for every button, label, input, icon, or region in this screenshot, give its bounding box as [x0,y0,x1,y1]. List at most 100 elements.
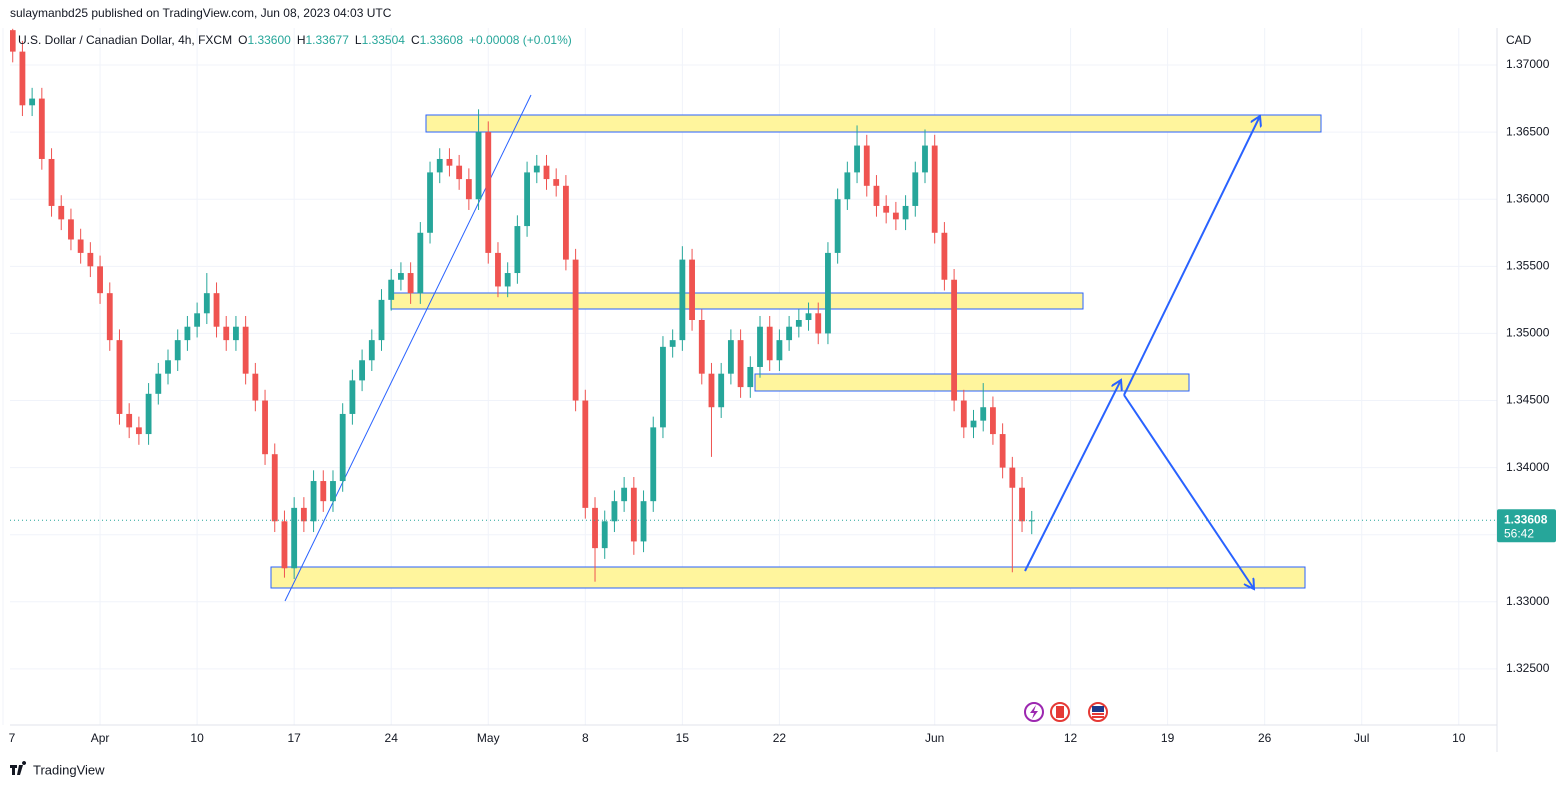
candle-body [990,407,996,435]
candle-body [417,232,424,294]
change: +0.00008 (+0.01%) [469,33,572,47]
y-tick-label: 1.35000 [1506,326,1550,340]
y-tick-label: 1.34500 [1506,393,1550,407]
candle-body [242,326,249,374]
x-tick-label: 8 [582,731,589,745]
candle-body [1028,520,1035,522]
candle-body [456,165,463,180]
candle-body [1019,487,1025,522]
candle-body [485,132,492,253]
candle-body [339,413,346,482]
ohlc-value: 1.33677 [306,33,350,47]
candle-body [116,340,123,414]
flag-us [1092,706,1104,712]
candle-body [737,340,744,388]
y-tick-label: 1.36500 [1506,124,1550,138]
arrow [1123,394,1254,589]
legend-header: U.S. Dollar / Canadian Dollar, 4h, FXCM O… [18,33,572,47]
axis-unit: CAD [1506,33,1532,47]
candle-body [19,51,26,106]
candle-body [795,320,802,327]
x-tick-label: 7 [9,731,16,745]
y-tick-label: 1.32500 [1506,661,1550,675]
candle-body [223,326,230,341]
symbol: U.S. Dollar / Canadian Dollar, 4h, FXCM [18,33,232,47]
lightning [1030,705,1038,719]
candle-body [213,293,220,327]
x-tick-label: 12 [1064,731,1078,745]
candle-body [873,185,880,206]
last-price-label: 1.33608 [1504,512,1548,526]
candle-body [48,158,55,206]
candle-body [271,454,278,522]
candle-body [892,212,899,220]
trend-line [284,94,532,602]
x-tick-label: Apr [91,731,110,745]
event-icons [1024,702,1108,722]
candle-body [883,205,890,213]
candle-body [679,259,686,341]
candle-body [611,501,618,522]
candle-body [398,273,404,280]
candle-body [698,320,705,374]
y-tick-label: 1.37000 [1506,57,1550,71]
candle-body [281,521,288,569]
candle-body [155,373,162,394]
candle-body [300,507,307,522]
candle-body [495,252,501,287]
candle-body [262,400,268,455]
candle-body [592,507,598,549]
candle-body [572,259,579,401]
candle-body [912,172,919,206]
x-tick-label: May [477,731,500,745]
candle-body [368,340,375,361]
candle-body [97,266,103,294]
candle-body [427,172,433,233]
candle-body [931,145,938,233]
candle-body [252,373,259,401]
candle-body [689,259,695,321]
candle-body [135,427,142,435]
candle-body [621,487,628,502]
ohlc-label: C [411,33,420,47]
x-tick-label: Jul [1354,731,1369,745]
ohlc-label: O [238,33,247,47]
flag-us [1092,716,1104,718]
candle-body [233,326,239,341]
y-tick-label: 1.33000 [1506,594,1550,608]
candles [10,28,1035,582]
candle-body [87,252,94,267]
candle-body [291,507,298,569]
candle-body [543,165,550,180]
ohlc-label: H [297,33,306,47]
candle-body [553,179,560,186]
x-tick-label: 10 [190,731,204,745]
candle-body [165,360,171,374]
candle-body [465,179,472,200]
x-tick-label: 19 [1161,731,1175,745]
x-tick-label: Jun [925,731,944,745]
candle-body [330,481,336,502]
candle-body [436,158,443,173]
mid-zone [390,292,1084,310]
candle-body [766,326,773,361]
arrow [1123,116,1260,396]
candle-body [718,373,725,408]
drawings [270,94,1322,602]
candle-body [203,293,210,314]
ohlc-value: 1.33600 [247,33,291,47]
candle-body [922,145,928,173]
candle-body [349,380,356,414]
candle-body [10,30,16,52]
candle-body [504,273,511,287]
flag-ca [1056,706,1064,718]
candle-body [669,340,676,347]
candle-body [174,340,181,361]
candle-body [475,132,482,200]
grid [2,28,1497,725]
candle-body [68,219,74,240]
candle-body [514,226,521,274]
bar-countdown: 56:42 [1504,526,1534,540]
candle-body [825,252,831,334]
projection-arrows [1024,116,1260,589]
